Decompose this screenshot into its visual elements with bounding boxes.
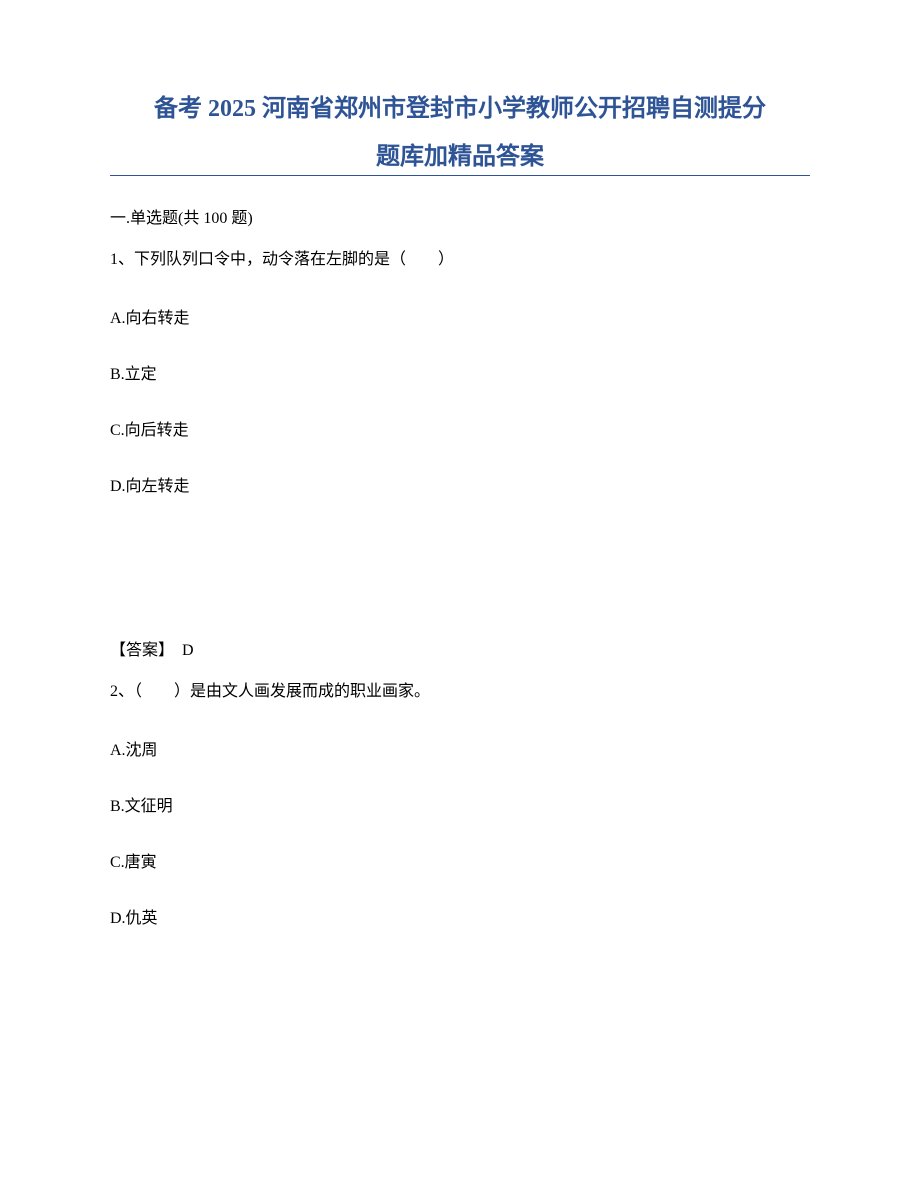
question-2-text: 2、（ ）是由文人画发展而成的职业画家。: [110, 680, 810, 704]
question-2-option-d: D.仇英: [110, 904, 810, 928]
question-2-option-a: A.沈周: [110, 736, 810, 760]
section-header: 一.单选题(共 100 题): [110, 204, 810, 228]
document-title-line2: 题库加精品答案: [110, 136, 810, 171]
question-1-option-b: B.立定: [110, 360, 810, 384]
title-underline: [110, 175, 810, 176]
question-1-option-c: C.向后转走: [110, 416, 810, 440]
question-2-option-b: B.文征明: [110, 792, 810, 816]
question-1-option-a: A.向右转走: [110, 304, 810, 328]
question-1-answer: 【答案】 D: [110, 636, 810, 660]
question-1-text: 1、下列队列口令中，动令落在左脚的是（ ）: [110, 248, 810, 272]
answer-label: 【答案】: [110, 642, 174, 659]
question-2-option-c: C.唐寅: [110, 848, 810, 872]
document-title-line1: 备考 2025 河南省郑州市登封市小学教师公开招聘自测提分: [110, 90, 810, 128]
question-1-option-d: D.向左转走: [110, 472, 810, 496]
answer-value: D: [182, 642, 194, 659]
